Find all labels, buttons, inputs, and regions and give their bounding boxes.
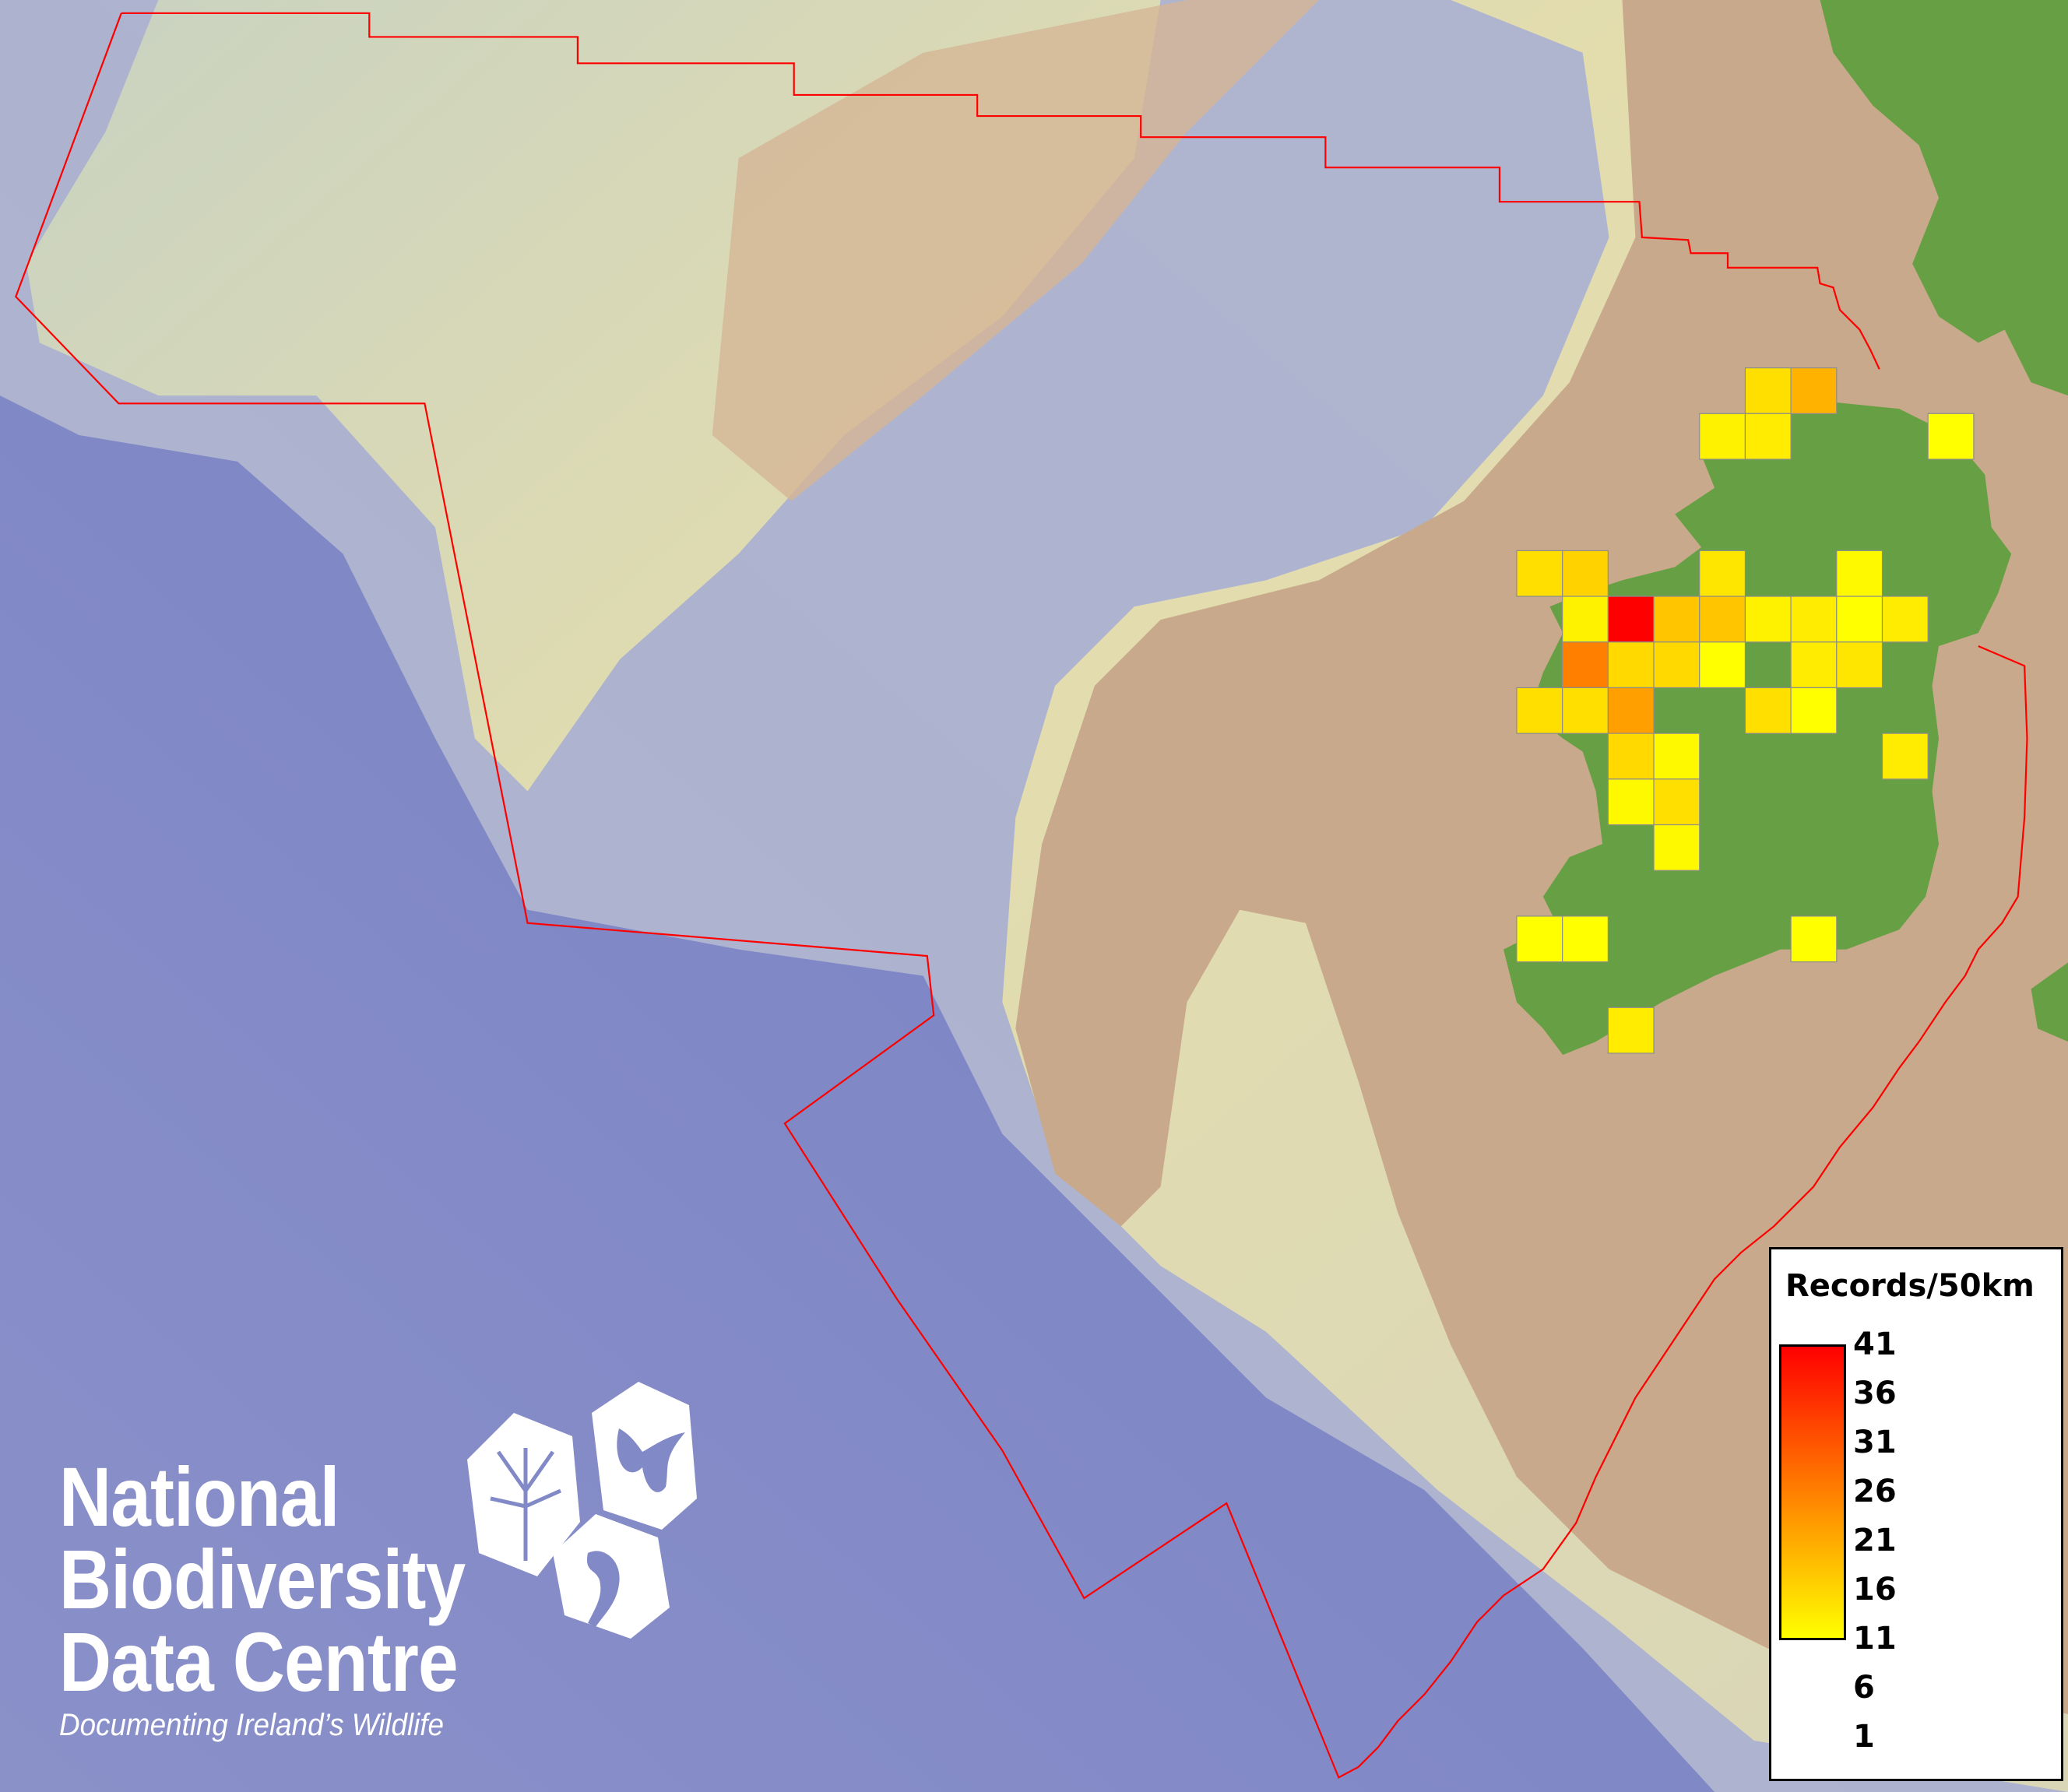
- grid-cell: [1790, 596, 1838, 643]
- grid-cell: [1836, 550, 1883, 597]
- grid-cell: [1699, 641, 1746, 689]
- grid-cell: [1836, 641, 1883, 689]
- grid-cell: [1744, 687, 1792, 734]
- grid-cell: [1699, 550, 1746, 597]
- grid-cell: [1881, 596, 1929, 643]
- grid-cell: [1607, 778, 1655, 826]
- grid-cell: [1790, 687, 1838, 734]
- grid-cell: [1607, 1007, 1655, 1054]
- legend-tick: 11: [1853, 1621, 1897, 1657]
- grid-cell: [1927, 413, 1975, 460]
- wales-land: [2031, 962, 2068, 1042]
- boundary-line-south: [15, 12, 2028, 1779]
- grid-cell: [1562, 550, 1609, 597]
- legend-tick: 1: [1853, 1719, 1875, 1755]
- grid-cell: [1516, 687, 1563, 734]
- logo-line-2: Biodiversity: [59, 1532, 466, 1626]
- butterfly-icon: [592, 1382, 697, 1530]
- grid-cell: [1562, 641, 1609, 689]
- legend-tick: 6: [1853, 1670, 1875, 1706]
- grid-cell: [1607, 641, 1655, 689]
- legend-tick: 26: [1853, 1474, 1897, 1509]
- seahorse-icon: [553, 1514, 670, 1639]
- records-grid: [1516, 367, 1975, 1054]
- grid-cell: [1516, 915, 1563, 963]
- grid-cell: [1699, 596, 1746, 643]
- grid-cell: [1653, 733, 1700, 780]
- legend-tick: 36: [1853, 1376, 1897, 1411]
- grid-cell: [1562, 596, 1609, 643]
- grid-cell: [1790, 915, 1838, 963]
- logo-hexagons: [467, 1382, 697, 1639]
- logo-line-3: Data Centre: [59, 1615, 459, 1709]
- map-legend: Records/50km 41 36 31 26 21 16 11 6 1: [1769, 1247, 2063, 1781]
- grid-cell: [1607, 733, 1655, 780]
- grid-cell: [1653, 596, 1700, 643]
- grid-cell: [1790, 641, 1838, 689]
- grid-cell: [1562, 915, 1609, 963]
- tree-icon: [467, 1413, 580, 1576]
- grid-cell: [1607, 687, 1655, 734]
- grid-cell: [1744, 596, 1792, 643]
- grid-cell: [1744, 367, 1792, 414]
- legend-title: Records/50km: [1785, 1268, 2035, 1304]
- grid-cell: [1516, 550, 1563, 597]
- legend-color-ramp: [1779, 1344, 1846, 1640]
- legend-tick: 31: [1853, 1425, 1897, 1460]
- logo-line-1: National: [59, 1449, 339, 1544]
- legend-tick: 16: [1853, 1572, 1897, 1608]
- grid-cell: [1607, 596, 1655, 643]
- grid-cell: [1881, 733, 1929, 780]
- boundary-line: [121, 12, 1880, 370]
- grid-cell: [1790, 367, 1838, 414]
- logo-tagline: Documenting Ireland’s Wildlife: [59, 1708, 444, 1742]
- grid-cell: [1744, 413, 1792, 460]
- legend-tick: 41: [1853, 1326, 1897, 1362]
- legend-tick: 21: [1853, 1523, 1897, 1558]
- grid-cell: [1653, 778, 1700, 826]
- grid-cell: [1562, 687, 1609, 734]
- nbdc-logo: National Biodiversity Data Centre Docume…: [59, 1449, 531, 1743]
- grid-cell: [1653, 824, 1700, 871]
- grid-cell: [1653, 641, 1700, 689]
- grid-cell: [1836, 596, 1883, 643]
- grid-cell: [1699, 413, 1746, 460]
- scotland-land: [1820, 0, 2068, 396]
- upper-shelf-tan: [712, 0, 1319, 501]
